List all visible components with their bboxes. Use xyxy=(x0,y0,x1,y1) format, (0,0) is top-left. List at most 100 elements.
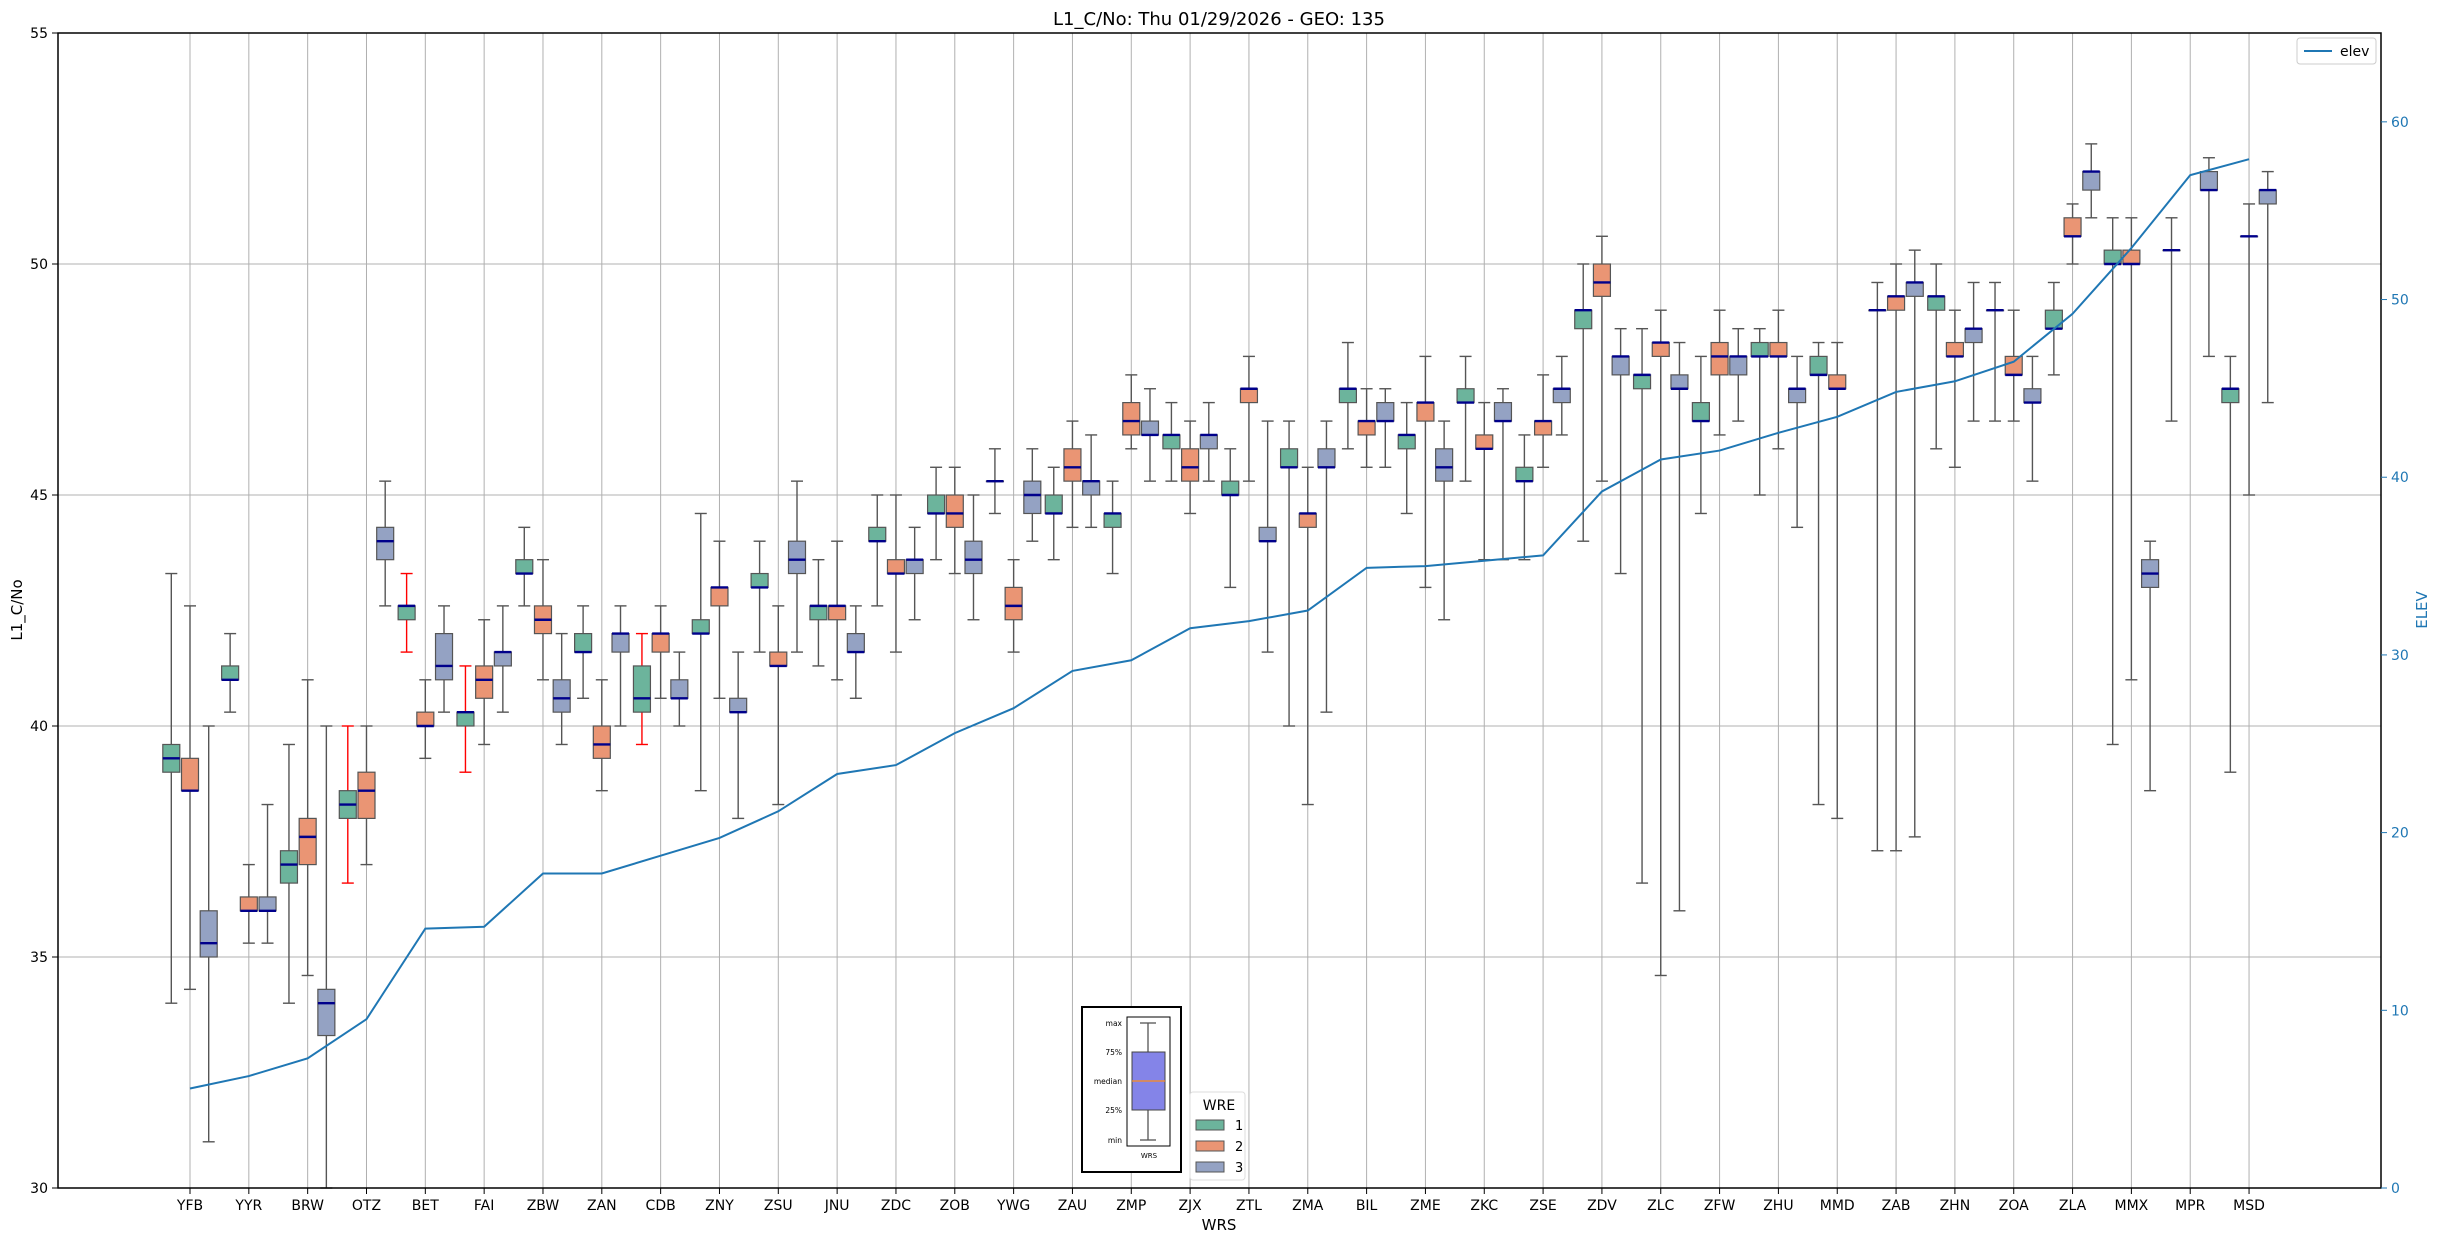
inset-label-max: max xyxy=(1106,1019,1123,1028)
box-wre-3 xyxy=(611,632,630,653)
box-wre-1 xyxy=(1279,448,1299,468)
box-wre-2 xyxy=(1886,295,1906,311)
box-wre-3 xyxy=(1670,374,1689,390)
x-tick-label: ZAU xyxy=(1058,1198,1087,1214)
box-wre-2 xyxy=(1710,341,1729,376)
x-tick-label: ZLC xyxy=(1647,1198,1674,1214)
x-tick-label: YYR xyxy=(234,1198,262,1214)
box-wre-2 xyxy=(1475,434,1494,450)
x-tick-label: OTZ xyxy=(352,1198,381,1214)
x-tick-label: ZJX xyxy=(1178,1198,1202,1214)
box-wre-1 xyxy=(1691,402,1710,422)
box-wre-2 xyxy=(180,757,200,792)
box-wre-1 xyxy=(1397,434,1416,450)
y-tick-label: 35 xyxy=(30,950,48,966)
inset-xlabel: WRS xyxy=(1141,1152,1158,1160)
box-wre-1 xyxy=(1927,295,1946,311)
x-tick-label: ZAB xyxy=(1882,1198,1911,1214)
x-tick-label: CDB xyxy=(646,1198,676,1214)
box-wre-2 xyxy=(828,605,847,621)
box-wre-3 xyxy=(1023,480,1042,515)
box-wre-2 xyxy=(1063,448,1082,482)
x-tick-label: ZSU xyxy=(764,1198,793,1214)
y-right-tick-label: 20 xyxy=(2391,826,2409,842)
box-wre-2 xyxy=(2004,355,2023,376)
box-wre-2 xyxy=(416,711,435,727)
box-wre-3 xyxy=(846,632,865,653)
x-tick-label: BRW xyxy=(291,1198,324,1214)
box-wre-3 xyxy=(1729,355,1748,376)
box-wre-2 xyxy=(298,817,317,866)
box-wre-1 xyxy=(2221,388,2240,404)
x-tick-label: ZLA xyxy=(2059,1198,2087,1214)
box-wre-2 xyxy=(2122,249,2141,265)
box-wre-1 xyxy=(574,632,593,653)
y-right-tick-label: 50 xyxy=(2391,293,2409,309)
wre-legend-swatch-3 xyxy=(1195,1161,1225,1173)
box-wre-2 xyxy=(945,494,964,528)
x-tick-label: YFB xyxy=(176,1198,203,1214)
y-right-tick-label: 0 xyxy=(2391,1181,2400,1197)
box-wre-3 xyxy=(1493,402,1513,422)
elev-series xyxy=(189,158,2250,1090)
box-wre-3 xyxy=(2023,388,2042,404)
y-tick-label: 45 xyxy=(30,488,48,504)
x-tick-label: BIL xyxy=(1356,1198,1378,1214)
x-tick-label: ZDV xyxy=(1587,1198,1617,1214)
box-wre-2 xyxy=(1416,402,1435,422)
x-tick-label: ZTL xyxy=(1236,1198,1262,1214)
box-wre-1 xyxy=(809,605,828,621)
box-wre-3 xyxy=(964,540,983,575)
inset-label-q3: 75% xyxy=(1105,1048,1122,1057)
box-wre-2 xyxy=(592,725,611,759)
box-wre-1 xyxy=(1515,466,1534,482)
y-tick-label: 50 xyxy=(30,257,48,273)
box-wre-3 xyxy=(1905,281,1924,297)
y-tick-label: 40 xyxy=(30,719,48,735)
box-wre-2 xyxy=(1181,448,1200,482)
box-wre-3 xyxy=(1199,434,1218,450)
y-right-tick-label: 40 xyxy=(2391,470,2409,486)
box-wre-3 xyxy=(552,679,571,713)
chart-title: L1_C/No: Thu 01/29/2026 - GEO: 135 xyxy=(1053,9,1385,30)
box-wre-3 xyxy=(1435,448,1454,482)
box-wre-3 xyxy=(376,526,395,561)
wre-legend-swatch-1 xyxy=(1195,1119,1225,1131)
wre-legend: WRE 1 2 3 xyxy=(1189,1091,1246,1181)
box-wre-1 xyxy=(1750,341,1769,358)
box-wre-2 xyxy=(769,651,788,667)
box-wre-2 xyxy=(710,586,729,607)
box-wre-2 xyxy=(2063,217,2082,237)
box-wre-2 xyxy=(886,559,906,575)
box-wre-1 xyxy=(397,605,416,621)
y-tick-label: 55 xyxy=(30,26,48,42)
box-wre-2 xyxy=(239,896,258,912)
inset-label-median: median xyxy=(1094,1077,1122,1086)
box-wre-3 xyxy=(2258,189,2277,205)
box-wre-1 xyxy=(1338,388,1358,404)
inset-label-q1: 25% xyxy=(1105,1106,1122,1115)
box-wre-1 xyxy=(691,619,710,635)
x-tick-label: JNU xyxy=(824,1198,850,1214)
box-wre-3 xyxy=(1082,480,1101,496)
box-wre-3 xyxy=(434,632,454,681)
box-wre-1 xyxy=(1044,494,1063,515)
y-right-tick-label: 30 xyxy=(2391,648,2409,664)
box-explanation-inset: max 75% median 25% min WRS xyxy=(1081,1006,1182,1173)
box-wre-3 xyxy=(1552,388,1571,404)
box-wre-2 xyxy=(1651,341,1670,358)
box-wre-1 xyxy=(868,526,887,542)
box-wre-1 xyxy=(1103,512,1122,528)
box-wre-1 xyxy=(1162,434,1181,450)
box-wre-1 xyxy=(2044,309,2063,330)
box-wre-3 xyxy=(2199,171,2219,191)
box-wre-2 xyxy=(1239,388,1259,404)
box-wre-1 xyxy=(1456,388,1475,404)
x-tick-label: ZOA xyxy=(1999,1198,2029,1214)
box-wre-3 xyxy=(2082,171,2101,191)
wre-legend-label-3: 3 xyxy=(1235,1161,1243,1176)
box-wre-3 xyxy=(1611,355,1630,376)
y-axis-right-label: ELEV xyxy=(2413,590,2431,628)
x-tick-label: ZHN xyxy=(1940,1198,1971,1214)
box-wre-2 xyxy=(1769,341,1788,358)
